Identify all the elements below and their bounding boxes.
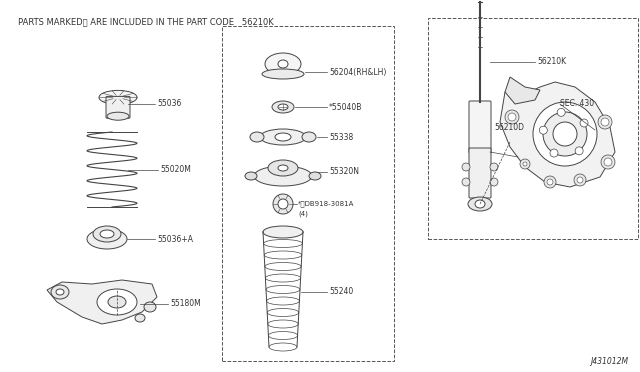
Ellipse shape xyxy=(268,160,298,176)
Ellipse shape xyxy=(262,69,304,79)
Circle shape xyxy=(547,179,553,185)
Circle shape xyxy=(604,158,612,166)
Circle shape xyxy=(601,155,615,169)
Circle shape xyxy=(544,176,556,188)
Ellipse shape xyxy=(254,166,312,186)
Ellipse shape xyxy=(93,226,121,242)
Circle shape xyxy=(540,126,547,134)
FancyBboxPatch shape xyxy=(106,96,130,118)
Circle shape xyxy=(575,147,583,155)
Circle shape xyxy=(580,119,588,127)
Bar xyxy=(222,26,394,361)
Ellipse shape xyxy=(278,104,288,110)
Ellipse shape xyxy=(260,129,306,145)
Ellipse shape xyxy=(250,132,264,142)
Circle shape xyxy=(462,178,470,186)
Circle shape xyxy=(533,102,597,166)
Ellipse shape xyxy=(97,289,137,315)
Ellipse shape xyxy=(278,165,288,171)
Ellipse shape xyxy=(51,285,69,299)
Text: *ⓃDB918-3081A: *ⓃDB918-3081A xyxy=(298,201,355,207)
Text: PARTS MARKEDⓈ ARE INCLUDED IN THE PART CODE   56210K: PARTS MARKEDⓈ ARE INCLUDED IN THE PART C… xyxy=(18,17,274,26)
Ellipse shape xyxy=(275,133,291,141)
Text: SEC. 430: SEC. 430 xyxy=(560,99,594,109)
Circle shape xyxy=(490,163,498,171)
Polygon shape xyxy=(505,77,540,104)
Circle shape xyxy=(273,194,293,214)
Ellipse shape xyxy=(278,60,288,68)
Circle shape xyxy=(462,163,470,171)
Circle shape xyxy=(577,177,583,183)
Bar xyxy=(428,18,638,239)
Text: (4): (4) xyxy=(298,211,308,217)
Ellipse shape xyxy=(468,197,492,211)
Ellipse shape xyxy=(309,172,321,180)
FancyBboxPatch shape xyxy=(469,101,491,153)
Text: 55320N: 55320N xyxy=(329,167,359,176)
Text: 56210D: 56210D xyxy=(494,122,524,131)
FancyBboxPatch shape xyxy=(469,148,491,198)
Circle shape xyxy=(520,159,530,169)
Circle shape xyxy=(598,115,612,129)
Ellipse shape xyxy=(56,289,64,295)
Circle shape xyxy=(508,113,516,121)
Text: 55036: 55036 xyxy=(157,99,181,109)
Text: 56204(RH&LH): 56204(RH&LH) xyxy=(329,67,387,77)
Polygon shape xyxy=(47,280,157,324)
Ellipse shape xyxy=(87,229,127,249)
Text: 55036+A: 55036+A xyxy=(157,234,193,244)
Circle shape xyxy=(550,149,558,157)
Ellipse shape xyxy=(135,314,145,322)
Ellipse shape xyxy=(272,101,294,113)
Ellipse shape xyxy=(245,172,257,180)
Circle shape xyxy=(601,118,609,126)
Ellipse shape xyxy=(302,132,316,142)
Ellipse shape xyxy=(99,90,137,105)
Text: 55338: 55338 xyxy=(329,132,353,141)
Circle shape xyxy=(553,122,577,146)
Ellipse shape xyxy=(100,230,114,238)
Ellipse shape xyxy=(265,53,301,75)
Circle shape xyxy=(543,112,587,156)
Text: 55180M: 55180M xyxy=(170,299,201,308)
Ellipse shape xyxy=(475,200,485,208)
Ellipse shape xyxy=(263,226,303,238)
Circle shape xyxy=(557,108,565,116)
Ellipse shape xyxy=(107,112,129,120)
Text: J431012M: J431012M xyxy=(590,357,628,366)
Polygon shape xyxy=(500,82,615,187)
Circle shape xyxy=(505,110,519,124)
Ellipse shape xyxy=(108,296,126,308)
Text: 55020M: 55020M xyxy=(160,166,191,174)
Ellipse shape xyxy=(144,302,156,312)
Circle shape xyxy=(574,174,586,186)
Circle shape xyxy=(523,162,527,166)
Circle shape xyxy=(278,199,288,209)
Text: *55040B: *55040B xyxy=(329,103,362,112)
Circle shape xyxy=(490,178,498,186)
Text: 55240: 55240 xyxy=(329,288,353,296)
Text: 56210K: 56210K xyxy=(537,58,566,67)
